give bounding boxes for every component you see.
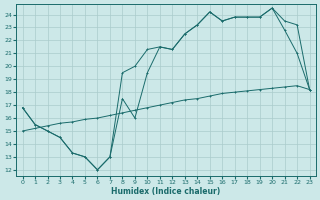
X-axis label: Humidex (Indice chaleur): Humidex (Indice chaleur) [111,187,221,196]
